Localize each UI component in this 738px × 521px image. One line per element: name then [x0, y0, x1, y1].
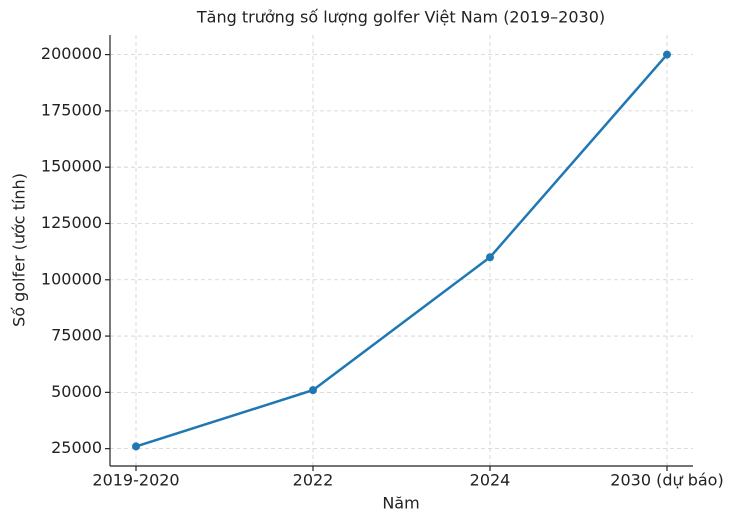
line [135, 53, 668, 448]
y-tick-label: 150000 [41, 157, 102, 176]
y-tick-label: 50000 [51, 382, 102, 401]
point [663, 50, 671, 59]
x-tick-label: 2024 [470, 471, 511, 490]
y-tick-label: 125000 [41, 213, 102, 232]
y-tick-label: 75000 [51, 326, 102, 345]
x-tick-label: 2019-2020 [92, 471, 179, 490]
x-tick-label: 2030 (dự báo) [610, 471, 723, 490]
y-tick-label: 200000 [41, 44, 102, 63]
y-axis-label: Số golfer (ước tính) [10, 173, 29, 327]
chart-title: Tăng trưởng số lượng golfer Việt Nam (20… [196, 8, 605, 27]
x-axis-label: Năm [382, 494, 419, 513]
y-tick-label: 175000 [41, 100, 102, 119]
y-tick-label: 25000 [51, 438, 102, 457]
point [132, 442, 140, 451]
point [309, 386, 317, 395]
point [486, 253, 494, 262]
x-tick-label: 2022 [293, 471, 334, 490]
y-tick-label: 100000 [41, 269, 102, 288]
